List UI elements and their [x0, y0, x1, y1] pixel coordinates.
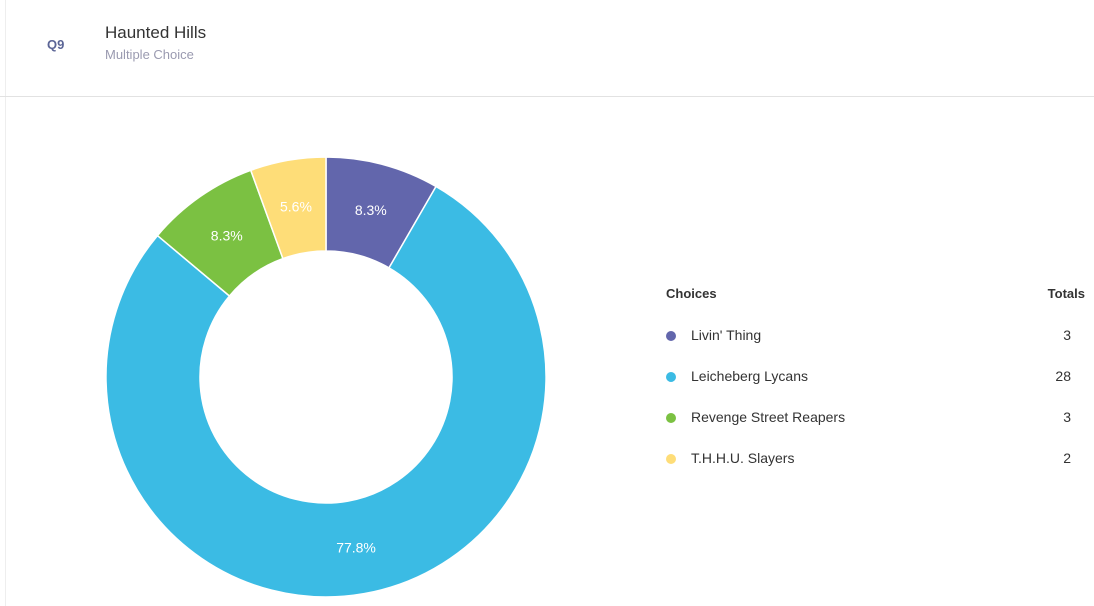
legend-total: 3: [1063, 327, 1071, 343]
left-divider: [5, 0, 6, 606]
totals-header: Totals: [1047, 286, 1085, 301]
legend-label: Livin' Thing: [691, 327, 762, 343]
question-header: Q9 Haunted Hills Multiple Choice: [0, 0, 1094, 97]
legend-dot: [666, 454, 676, 464]
legend-item: Leicheberg Lycans 28: [666, 367, 1085, 387]
donut-slice: [249, 156, 327, 260]
legend-total: 2: [1063, 450, 1071, 466]
legend-total: 28: [1055, 368, 1071, 384]
legend-item: Livin' Thing 3: [666, 326, 1085, 346]
question-title: Haunted Hills: [105, 23, 207, 42]
legend-dot: [666, 372, 676, 382]
donut-slice: [105, 185, 547, 598]
legend-header: Choices Totals: [666, 286, 1085, 306]
legend-total: 3: [1063, 409, 1071, 425]
chart-legend: Choices Totals Livin' Thing 3 Leicheberg…: [666, 286, 1085, 466]
legend-label: Leicheberg Lycans: [691, 368, 809, 384]
choices-header: Choices: [666, 286, 717, 301]
legend-label: T.H.H.U. Slayers: [691, 450, 795, 466]
donut-chart: 8.3% 77.8% 8.3% 5.6%: [105, 156, 547, 598]
slice-percent-label: 5.6%: [280, 199, 312, 215]
slice-percent-label: 8.3%: [211, 227, 243, 243]
legend-item: Revenge Street Reapers 3: [666, 408, 1085, 428]
question-type: Multiple Choice: [105, 47, 194, 62]
legend-item: T.H.H.U. Slayers 2: [666, 449, 1085, 469]
legend-dot: [666, 331, 676, 341]
question-number: Q9: [47, 37, 65, 52]
slice-percent-label: 8.3%: [355, 202, 387, 218]
slice-percent-label: 77.8%: [336, 539, 376, 555]
legend-label: Revenge Street Reapers: [691, 409, 846, 425]
legend-dot: [666, 413, 676, 423]
